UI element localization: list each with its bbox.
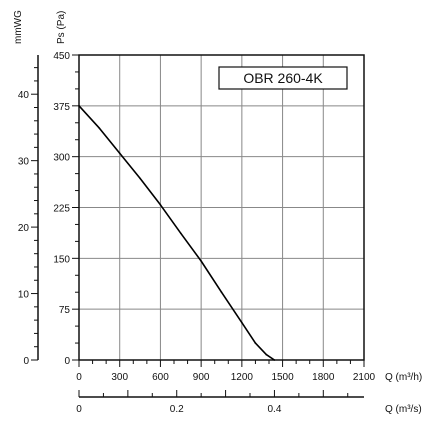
- y-axis-tick-label: 0: [64, 356, 70, 367]
- series-point: [200, 260, 202, 262]
- series-point: [118, 152, 121, 155]
- x2-axis-tick-label: 0.2: [170, 404, 184, 415]
- series-point: [139, 177, 141, 180]
- series-point: [98, 127, 101, 129]
- x-axis-tick-label: 600: [152, 372, 169, 383]
- series-point: [273, 359, 276, 361]
- x-axis-tick-label: 300: [111, 372, 128, 383]
- series-point: [220, 291, 223, 294]
- y-axis-tick-label: 375: [53, 102, 70, 113]
- series-point: [254, 342, 257, 344]
- x2-axis-tick-label: 0.4: [267, 404, 281, 415]
- model-label: OBR 260-4K: [243, 70, 323, 86]
- x-axis-tick-label: 2100: [353, 372, 376, 383]
- series-layer: [78, 105, 276, 361]
- axes: Ps (Pa) mmWG Q (m³/h) Q (m³/s) 0 300 600 90…: [13, 10, 422, 415]
- x-axis-tick-label: 1800: [312, 372, 335, 383]
- y-axis-tick-label: 300: [53, 153, 70, 164]
- x2-axis-title: Q (m³/s): [385, 404, 422, 415]
- y-axis-tick-label: 225: [53, 204, 70, 215]
- series-point: [180, 232, 182, 235]
- series-point: [78, 105, 80, 107]
- y-axis-title: Ps (Pa): [56, 11, 67, 44]
- y2-axis-tick-label: 30: [18, 157, 30, 168]
- y-axis-tick-label: 75: [59, 305, 71, 316]
- model-label-box: OBR 260-4K: [218, 66, 348, 90]
- y2-axis-tick-label: 10: [18, 290, 30, 301]
- x2-axis-tick-label: 0: [76, 404, 82, 415]
- y2-axis-tick-label: 0: [23, 356, 29, 367]
- x-axis-tick-label: 900: [193, 372, 210, 383]
- x-axis-title: Q (m³/h): [385, 372, 422, 383]
- x-axis-tick-label: 1500: [271, 372, 294, 383]
- x-axis-tick-label: 1200: [231, 372, 254, 383]
- series-point: [159, 204, 162, 206]
- x-axis-tick-label: 0: [76, 372, 82, 383]
- series-point: [241, 321, 243, 324]
- y2-axis-tick-label: 40: [18, 90, 30, 101]
- y2-axis-title: mmWG: [13, 10, 24, 44]
- y-axis-tick-label: 150: [53, 254, 70, 265]
- series-line: [78, 105, 275, 361]
- y2-axis-tick-label: 20: [18, 223, 30, 234]
- grid: [79, 55, 364, 360]
- model-label-frame: [218, 66, 348, 90]
- series-point: [265, 353, 268, 356]
- y-axis-tick-label: 450: [53, 51, 70, 62]
